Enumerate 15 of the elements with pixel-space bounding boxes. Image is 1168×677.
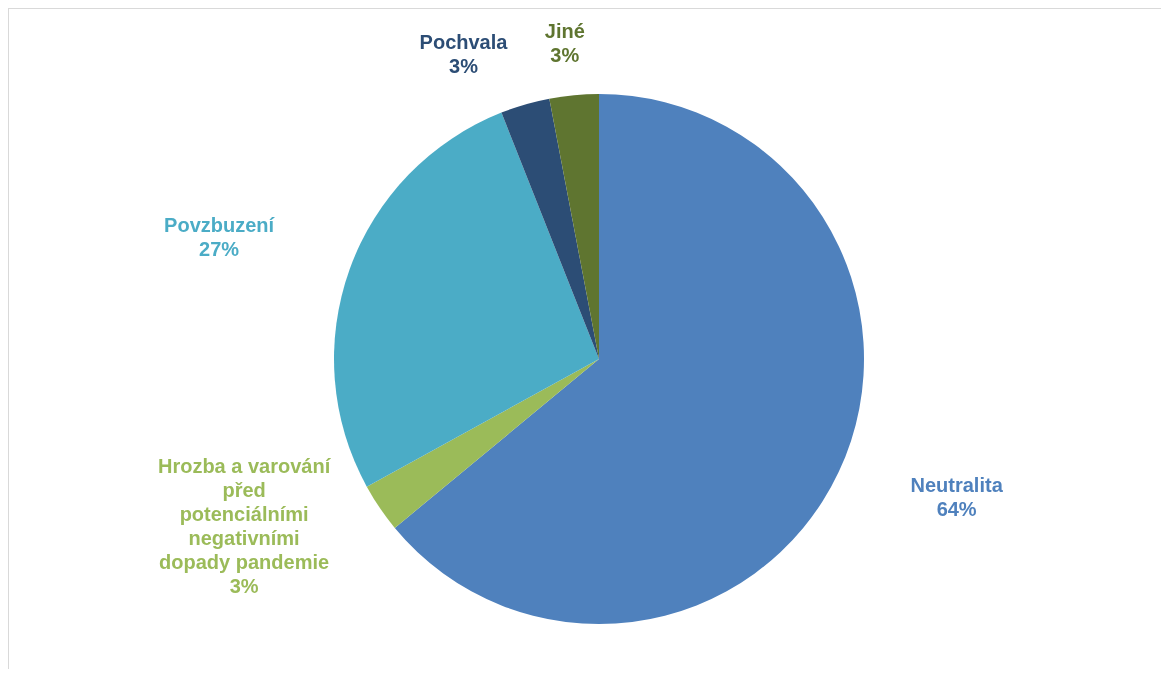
data-label: 3%	[550, 44, 580, 67]
slice-label: Pochvala	[419, 31, 509, 54]
data-label: 3%	[449, 55, 479, 78]
pie-slice	[334, 112, 599, 487]
pie-slice	[394, 94, 864, 624]
slice-label: Jiné	[544, 20, 585, 43]
data-label: 64%	[936, 498, 977, 521]
slice-label: Povzbuzení	[164, 214, 276, 237]
data-label: 3%	[229, 575, 259, 598]
slice-label: Neutralita	[910, 474, 1004, 497]
data-label: 27%	[199, 238, 240, 261]
slice-label: Hrozba a varování před potenciálními negativními dopady pandemie	[157, 455, 332, 574]
pie-slice	[549, 94, 599, 359]
pie-slice	[366, 359, 599, 528]
pie-slice	[501, 98, 599, 359]
